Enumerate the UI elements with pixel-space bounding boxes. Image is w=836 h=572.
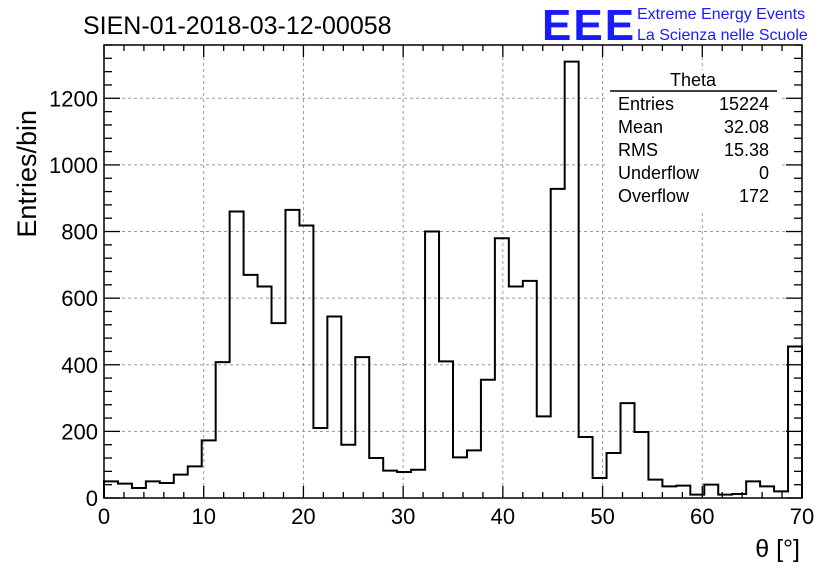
eee-logo-mark: EEE <box>542 1 636 50</box>
x-tick-label: 30 <box>391 504 415 529</box>
x-tick-label: 40 <box>491 504 515 529</box>
x-tick-label: 60 <box>690 504 714 529</box>
y-tick-label: 1200 <box>49 86 98 111</box>
chart-title: SIEN-01-2018-03-12-00058 <box>83 12 392 40</box>
x-tick-label: 50 <box>590 504 614 529</box>
stats-box: Theta Entries 15224 Mean 32.08 RMS 15.38… <box>608 70 780 210</box>
stats-label-entries: Entries <box>618 94 674 114</box>
y-tick-label: 600 <box>61 286 98 311</box>
stats-value-overflow: 172 <box>739 186 769 206</box>
y-tick-label: 0 <box>86 486 98 511</box>
x-axis-label: θ [°] <box>755 535 800 563</box>
stats-value-rms: 15.38 <box>724 140 769 160</box>
plot-area: 0 10 20 30 40 50 60 70 0 200 400 600 800 1000 1200 <box>49 44 814 529</box>
logo-line-2: La Scienza nelle Scuole <box>637 27 808 44</box>
stats-box-background <box>608 70 780 210</box>
x-tick-label: 20 <box>291 504 315 529</box>
y-tick-label: 800 <box>61 220 98 245</box>
stats-value-mean: 32.08 <box>724 117 769 137</box>
stats-value-entries: 15224 <box>719 94 769 114</box>
y-tick-label: 400 <box>61 353 98 378</box>
x-tick-label: 10 <box>191 504 215 529</box>
stats-label-overflow: Overflow <box>618 186 690 206</box>
stats-label-rms: RMS <box>618 140 658 160</box>
y-tick-label: 1000 <box>49 153 98 178</box>
x-tick-label: 0 <box>98 504 110 529</box>
stats-title: Theta <box>670 70 717 90</box>
stats-label-mean: Mean <box>618 117 663 137</box>
histogram-outline <box>103 60 803 498</box>
y-tick-label: 200 <box>61 419 98 444</box>
logo-line-1: Extreme Energy Events <box>637 6 805 23</box>
x-tick-label: 70 <box>790 504 814 529</box>
y-axis-label: Entries/bin <box>12 110 42 238</box>
stats-label-underflow: Underflow <box>618 163 700 183</box>
stats-value-underflow: 0 <box>759 163 769 183</box>
